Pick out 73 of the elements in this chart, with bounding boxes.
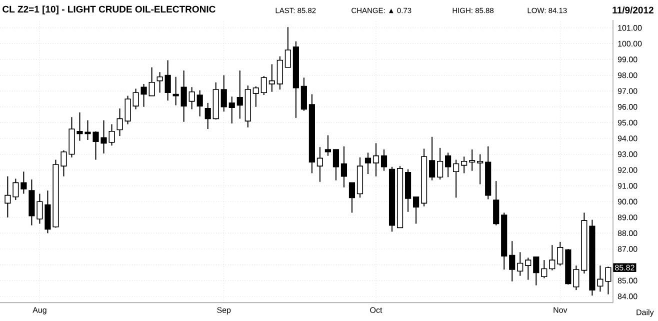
candlestick — [204, 102, 211, 130]
candlestick — [364, 152, 372, 174]
candlestick — [557, 241, 564, 266]
candlestick — [228, 96, 235, 124]
candlestick — [268, 64, 275, 92]
candlestick — [469, 149, 476, 172]
candlestick — [340, 146, 348, 188]
x-tick-label: Aug — [32, 307, 46, 314]
y-tick-label: 97.00 — [618, 88, 638, 94]
candlestick — [605, 266, 612, 295]
candlestick — [164, 60, 171, 102]
text: 11/9/2012 — [612, 6, 654, 14]
candlestick — [412, 196, 420, 224]
candlestick — [372, 142, 380, 177]
candlestick — [132, 88, 139, 110]
candlestick — [445, 152, 452, 178]
candlestick — [517, 252, 524, 276]
y-tick-label: 96.00 — [618, 104, 638, 110]
candlestick — [533, 256, 540, 286]
candlestick — [541, 260, 548, 279]
candlestick — [20, 171, 27, 194]
candlestick — [236, 70, 243, 120]
candlestick — [597, 265, 604, 292]
candlestick — [493, 180, 500, 226]
chart-title: CL Z2=1 [10] - LIGHT CRUDE OIL-ELECTRONIC — [2, 6, 216, 14]
candlestick — [300, 77, 307, 112]
candlestick — [429, 136, 436, 181]
y-tick-label: 100.00 — [618, 40, 642, 47]
candlestick — [4, 176, 11, 218]
x-tick-label: Oct — [370, 307, 382, 313]
candlestick — [252, 86, 259, 108]
candlestick — [324, 134, 332, 156]
y-tick-label: 94.00 — [618, 136, 638, 142]
candlestick — [220, 74, 227, 112]
y-tick-label: 90.00 — [618, 198, 638, 204]
candlestick — [156, 72, 163, 94]
candlestick — [461, 156, 468, 174]
y-tick-label: 85.00 — [618, 278, 638, 284]
annotation: 85.82 — [615, 264, 634, 270]
y-tick-label: 91.00 — [618, 183, 638, 189]
y-tick-label: 98.00 — [618, 72, 638, 78]
candlestick — [140, 83, 147, 108]
y-tick-label: 95.00 — [618, 120, 638, 126]
y-tick-label: 88.00 — [618, 230, 638, 236]
y-tick-label: 89.00 — [618, 214, 638, 220]
candlestick — [477, 154, 484, 185]
candlestick — [348, 182, 356, 214]
candlestick — [180, 70, 187, 122]
candlestick — [276, 56, 283, 90]
candlestick — [525, 257, 532, 280]
text: Daily — [636, 309, 654, 317]
candlestick — [12, 178, 19, 201]
x-tick-label: Sep — [217, 307, 231, 314]
y-tick-label: 93.00 — [618, 151, 638, 158]
y-tick-label: 87.00 — [618, 246, 638, 252]
y-tick-label: 99.00 — [618, 56, 638, 62]
y-tick-label: 92.00 — [618, 167, 638, 173]
y-tick-label: 101.00 — [618, 25, 642, 31]
candlestick — [380, 149, 388, 172]
y-tick-label: 84.00 — [618, 294, 638, 300]
candlestick — [148, 66, 155, 96]
candlestick — [549, 244, 556, 271]
x-tick-label: Nov — [554, 307, 568, 313]
candlestick — [453, 159, 460, 198]
candlestick — [188, 86, 195, 110]
candlestick — [196, 90, 203, 117]
candlestick — [437, 147, 444, 180]
candlestick — [284, 26, 291, 68]
candlestick — [260, 76, 267, 96]
candlestick — [573, 265, 580, 291]
candlestick — [316, 146, 323, 182]
candlestick — [509, 240, 516, 282]
candlestick — [332, 149, 340, 181]
